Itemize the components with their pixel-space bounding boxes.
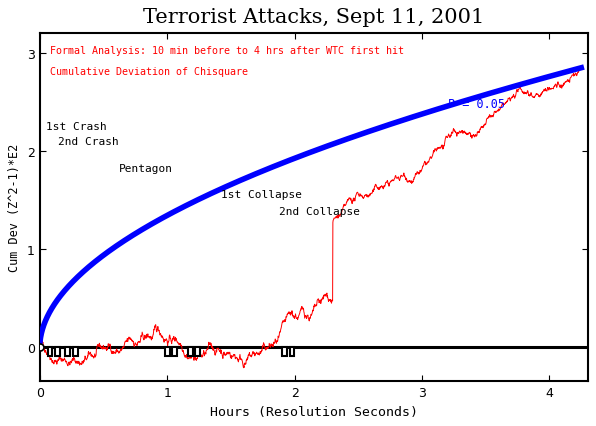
Text: Formal Analysis: 10 min before to 4 hrs after WTC first hit: Formal Analysis: 10 min before to 4 hrs …: [50, 46, 404, 56]
Bar: [188, 347, 193, 356]
Text: 1st Collapse: 1st Collapse: [221, 190, 302, 200]
Bar: [172, 347, 177, 356]
Text: P = 0.05: P = 0.05: [448, 98, 504, 111]
Bar: [290, 347, 294, 356]
X-axis label: Hours (Resolution Seconds): Hours (Resolution Seconds): [210, 405, 418, 417]
Text: 1st Crash: 1st Crash: [46, 122, 107, 132]
Bar: [195, 347, 200, 356]
Text: 2nd Crash: 2nd Crash: [58, 137, 119, 147]
Text: Pentagon: Pentagon: [119, 163, 173, 173]
Bar: [48, 347, 52, 356]
Bar: [282, 347, 287, 356]
Title: Terrorist Attacks, Sept 11, 2001: Terrorist Attacks, Sept 11, 2001: [143, 9, 485, 27]
Bar: [73, 347, 78, 356]
Y-axis label: Cum Dev (Z^2-1)*E2: Cum Dev (Z^2-1)*E2: [8, 144, 21, 272]
Bar: [55, 347, 60, 356]
Text: Cumulative Deviation of Chisquare: Cumulative Deviation of Chisquare: [50, 66, 248, 77]
Bar: [66, 347, 70, 356]
Bar: [164, 347, 170, 356]
Text: 2nd Collapse: 2nd Collapse: [280, 206, 361, 216]
